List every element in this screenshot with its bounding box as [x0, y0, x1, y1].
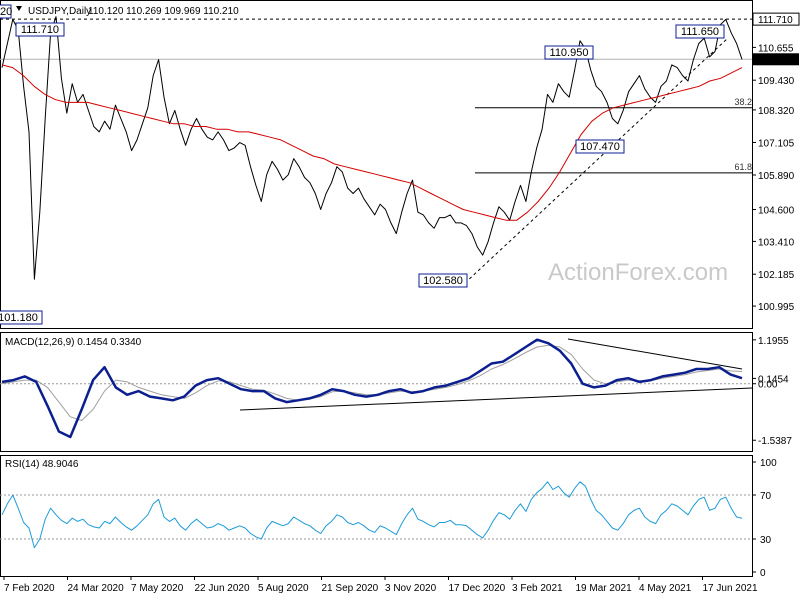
- rsi-line: [1, 481, 743, 549]
- watermark: ActionForex.com: [548, 259, 728, 286]
- price-callout-0: 111.710: [21, 24, 59, 36]
- price-tick-label-8: 103.410: [758, 237, 795, 248]
- edge-tag: 20: [0, 6, 12, 18]
- price-callout-1: 110.950: [550, 47, 589, 59]
- resistance-tag: [752, 12, 800, 26]
- price-tick-label-9: 102.185: [758, 270, 795, 281]
- price-callout-box-2: [675, 24, 725, 39]
- x-tick-label-1: 24 Mar 2020: [68, 583, 125, 594]
- edge-tag-box: [0, 4, 12, 19]
- plot-lines: [0, 18, 753, 540]
- price-line: [1, 16, 743, 280]
- macd-line: [1, 338, 743, 439]
- x-tick-label-0: 7 Feb 2020: [4, 583, 55, 594]
- rsi-tick-label-1: 70: [760, 491, 772, 502]
- x-tick-label-3: 22 Jun 2020: [195, 583, 250, 594]
- rsi-tick-label-3: 0: [760, 568, 766, 579]
- trend-line-dashed: [464, 37, 729, 284]
- x-tick-label-4: 5 Aug 2020: [258, 583, 309, 594]
- price-tick-label-4: 108.320: [758, 106, 795, 117]
- price-callout-box-5: [0, 310, 43, 325]
- macd-resistance-trendline: [567, 338, 743, 370]
- ohlc-readout: 110.120 110.269 109.969 110.210: [88, 6, 239, 17]
- rsi-label: RSI(14) 48.9046: [5, 459, 79, 470]
- price-tick-label-10: 100.995: [758, 302, 795, 313]
- price-tick-label-1: 110.655: [758, 43, 794, 54]
- price-callout-box-1: [544, 45, 594, 60]
- price-tick-label-6: 105.890: [758, 171, 795, 182]
- last-price-tag: [753, 53, 799, 66]
- price-panel-frame: [0, 0, 753, 329]
- x-tick-label-11: 17 Jun 2021: [703, 583, 758, 594]
- price-tick-label-3: 109.430: [758, 76, 795, 87]
- x-tick-label-5: 21 Sep 2020: [322, 583, 379, 594]
- macd-label: MACD(12,26,9) 0.1454 0.3340: [5, 337, 142, 348]
- price-callout-2: 111.650: [681, 26, 719, 38]
- price-callout-box-4: [418, 273, 468, 288]
- moving-average-line: [1, 64, 743, 221]
- macd-support-trendline: [239, 387, 753, 411]
- rsi-panel-frame: [0, 455, 753, 577]
- macd-tick-label-2: 0.00: [758, 380, 778, 391]
- series-layer: [1, 16, 743, 549]
- rsi-tick-label-2: 30: [760, 535, 772, 546]
- macd-panel-frame: [0, 332, 753, 452]
- price-tick-label-5: 107.105: [758, 138, 795, 149]
- symbol-label: USDJPY,Daily: [28, 6, 91, 17]
- rsi-tick-label-0: 100: [760, 458, 777, 469]
- price-callout-5: 101.180: [0, 312, 38, 324]
- x-tick-label-2: 7 May 2020: [131, 583, 184, 594]
- x-tick-label-10: 4 May 2021: [639, 583, 692, 594]
- label-layer: 38.2 61.8 111.710 110.950 111.650 107.470 102.…: [0, 4, 752, 325]
- fib-label-0: 38.2: [734, 97, 752, 107]
- price-tick-label-2: 110.210: [758, 55, 794, 66]
- macd-tick-label-1: 0.1454: [758, 374, 789, 385]
- fib-label-1: 61.8: [734, 162, 752, 172]
- price-callout-4: 102.580: [423, 275, 463, 287]
- price-callout-box-3: [575, 139, 625, 154]
- macd-tick-label-0: 1.1955: [758, 336, 789, 347]
- price-tick-label-0: 111.710: [758, 15, 793, 26]
- collapse-arrow-icon[interactable]: [16, 6, 22, 11]
- x-tick-label-8: 3 Feb 2021: [512, 583, 563, 594]
- x-tick-label-7: 17 Dec 2020: [449, 583, 506, 594]
- macd-tick-label-3: -1.5387: [758, 436, 792, 447]
- x-tick-label-6: 3 Nov 2020: [385, 583, 437, 594]
- price-tick-label-7: 104.600: [758, 206, 795, 217]
- price-callout-box-0: [15, 22, 65, 37]
- x-tick-label-9: 19 Mar 2021: [576, 583, 633, 594]
- price-callout-3: 107.470: [580, 141, 620, 153]
